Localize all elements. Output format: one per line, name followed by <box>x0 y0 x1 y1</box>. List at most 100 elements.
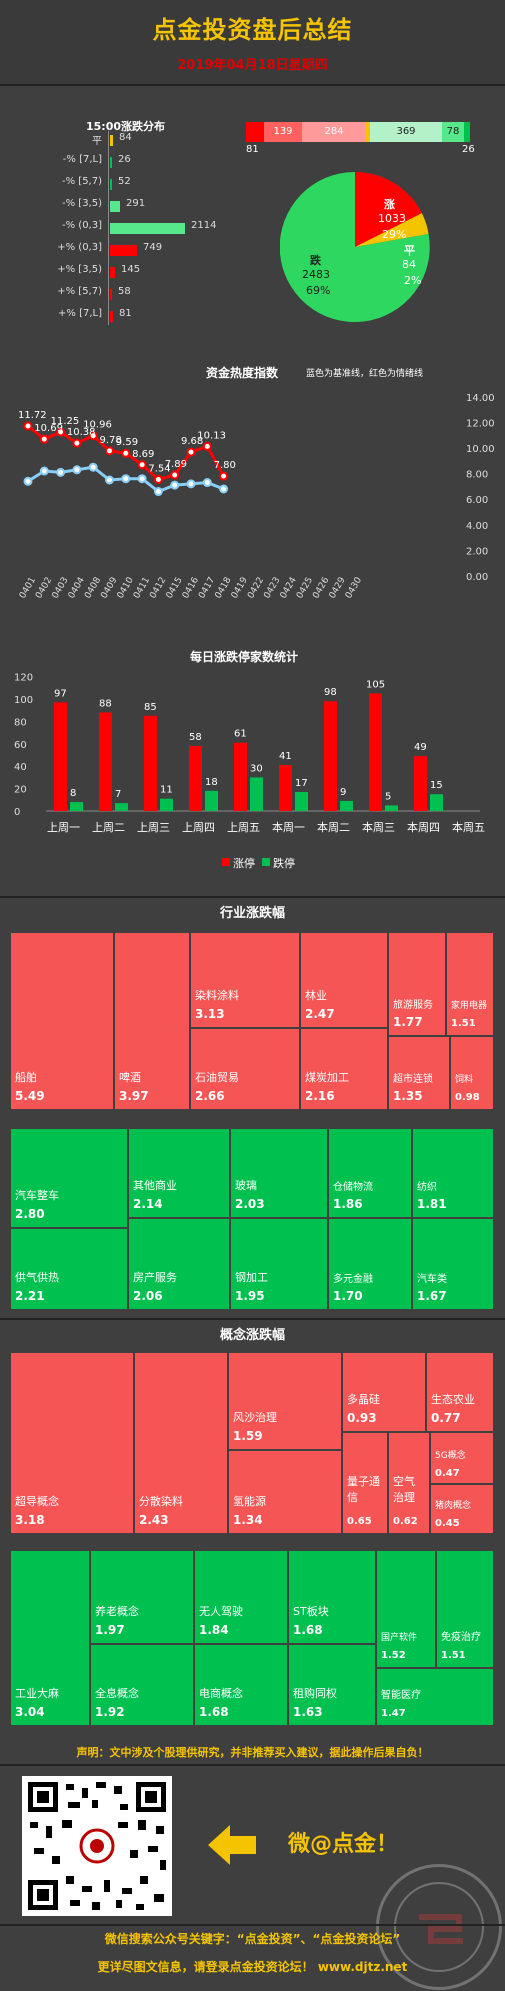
distribution-row-label: -% [3,5) <box>62 198 102 209</box>
limit-y-tick: 120 <box>14 673 33 684</box>
concept-tile: 5G概念 0.47 <box>430 1432 494 1484</box>
distribution-row-value: 26 <box>118 154 131 165</box>
limit-data-label: 98 <box>324 687 337 698</box>
heat-x-tick: 0430 <box>344 575 364 600</box>
heat-y-tick: 6.00 <box>466 495 488 506</box>
heat-red-point <box>121 448 131 458</box>
distribution-bar <box>110 135 113 146</box>
distribution-bar <box>110 179 112 190</box>
industry-tile: 仓储物流 1.86 <box>328 1128 412 1218</box>
concept-tile: 分散染料 2.43 <box>134 1352 228 1534</box>
stack-right-value: 26 <box>462 144 475 155</box>
limit-data-label: 85 <box>144 702 157 713</box>
limit-data-label: 49 <box>414 742 427 753</box>
heat-data-label: 10.69 <box>34 423 63 434</box>
concept-tile: 空气治理 0.62 <box>388 1432 430 1534</box>
stack-seg <box>464 122 470 142</box>
limit-data-label: 88 <box>99 698 112 709</box>
limit-up-bar <box>144 715 157 811</box>
limit-data-label: 8 <box>70 788 76 799</box>
concept-tile: ST板块 1.68 <box>288 1550 376 1644</box>
heat-blue-point <box>39 466 49 476</box>
industry-tile: 多元金融 1.70 <box>328 1218 412 1310</box>
pie-up-pct: 29% <box>382 228 407 241</box>
disclaimer-text: 声明：文中涉及个股理供研究，并非推荐买入建议，据此操作后果自负！ <box>76 1746 429 1759</box>
qr-code[interactable] <box>22 1776 172 1916</box>
industry-tile: 船舶 5.49 <box>10 932 114 1110</box>
limit-down-bar <box>115 803 128 811</box>
distribution-row-label: +% [7,L] <box>58 308 102 319</box>
limit-x-tick: 上周一 <box>47 821 80 834</box>
limit-data-label: 5 <box>385 791 391 802</box>
limit-down-bar <box>340 800 353 811</box>
heat-blue-point <box>88 462 98 472</box>
limit-down-bar <box>70 802 83 811</box>
heat-blue-point <box>72 465 82 475</box>
report-date: 2019年04月18日星期四 <box>177 58 328 73</box>
limit-up-bar <box>234 742 247 811</box>
concept-tile: 租购同权 1.63 <box>288 1644 376 1726</box>
pie-flat-pct: 2% <box>404 274 422 287</box>
industry-tile: 石油贸易 2.66 <box>190 1028 300 1110</box>
distribution-row: -% (0,3] 2114 <box>0 220 505 238</box>
limit-x-tick: 上周二 <box>92 821 125 834</box>
divider <box>0 896 505 898</box>
distribution-row-label: 平 <box>92 136 102 147</box>
distribution-row-label: +% (0,3] <box>57 242 102 253</box>
concept-tile: 风沙治理 1.59 <box>228 1352 342 1450</box>
distribution-bar <box>110 289 112 300</box>
legend-down-label: 跌停 <box>273 857 295 870</box>
heat-red-point <box>39 434 49 444</box>
heat-blue-point <box>202 478 212 488</box>
heat-data-label: 7.89 <box>165 459 187 470</box>
concept-tile: 电商概念 1.68 <box>194 1644 288 1726</box>
divider <box>0 84 505 86</box>
limit-down-bar <box>385 805 398 811</box>
heat-y-tick: 0.00 <box>466 572 488 583</box>
heat-blue-point <box>56 467 66 477</box>
distribution-row-label: -% (0,3] <box>62 220 102 231</box>
stack-seg: 369 <box>370 122 442 142</box>
heat-red-point <box>88 431 98 441</box>
up-down-pie <box>280 172 430 322</box>
limit-up-bar <box>324 701 337 811</box>
stack-seg <box>246 122 264 142</box>
distribution-row-value: 58 <box>118 286 131 297</box>
limit-x-tick: 本周二 <box>317 820 350 834</box>
footer-site-text[interactable]: 更详尽图文信息，请登录点金投资论坛！ www.djtz.net <box>97 1960 408 1974</box>
wechat-handle: 微@点金！ <box>288 1832 399 1857</box>
limit-x-tick: 上周四 <box>182 821 215 834</box>
heat-y-tick: 14.00 <box>466 393 495 404</box>
distribution-bar <box>110 267 115 278</box>
limit-data-label: 105 <box>366 679 385 690</box>
qr-code-image <box>28 1782 166 1910</box>
distribution-row-value: 52 <box>118 176 131 187</box>
page-title: 点金投资盘后总结 <box>152 16 353 44</box>
distribution-row: +% [7,L] 81 <box>0 308 505 326</box>
distribution-row-label: +% [3,5) <box>57 264 102 275</box>
heat-data-label: 7.54 <box>148 463 170 474</box>
limit-chart-title: 每日涨跌停家数统计 <box>190 650 299 664</box>
limit-data-label: 41 <box>279 751 292 762</box>
pie-down-pct: 69% <box>306 284 331 297</box>
legend-up-swatch <box>222 858 230 866</box>
heat-data-label: 9.59 <box>116 437 138 448</box>
heat-data-label: 10.13 <box>197 430 226 441</box>
limit-down-bar <box>160 798 173 811</box>
limit-data-label: 9 <box>340 787 346 798</box>
stack-seg: 284 <box>302 122 366 142</box>
industry-tile: 纺织 1.81 <box>412 1128 494 1218</box>
stack-left-value: 81 <box>246 144 259 155</box>
heat-y-tick: 10.00 <box>466 444 495 455</box>
limit-up-bar <box>99 712 112 811</box>
heat-red-point <box>170 470 180 480</box>
divider <box>0 1318 505 1320</box>
distribution-row-value: 2114 <box>191 220 217 231</box>
distribution-row: +% [3,5) 145 <box>0 264 505 282</box>
pie-down-label: 跌 <box>310 254 321 267</box>
concept-tile: 免疫治疗 1.51 <box>436 1550 494 1668</box>
distribution-row-value: 291 <box>126 198 146 209</box>
industry-tile: 钢加工 1.95 <box>230 1218 328 1310</box>
heat-red-point <box>23 421 33 431</box>
pie-slice-flat <box>355 213 429 247</box>
